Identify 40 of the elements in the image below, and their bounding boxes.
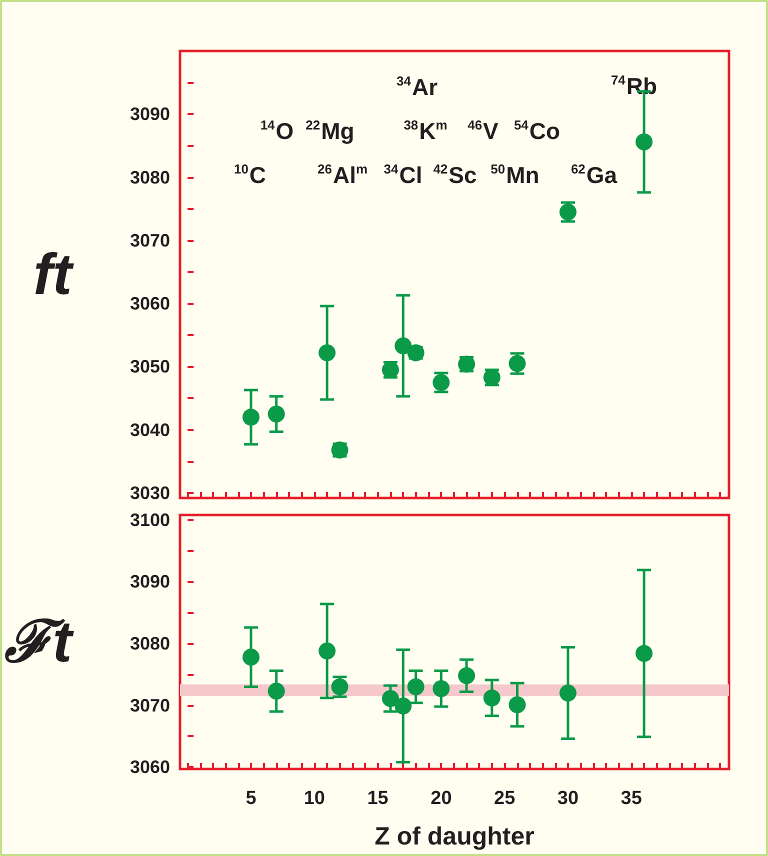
- point: [636, 133, 653, 150]
- y-tick-label: 3090: [130, 104, 170, 124]
- x-tick-label: 25: [494, 788, 516, 809]
- y-tick-label: 3090: [130, 572, 170, 592]
- x-tick-label: 5: [246, 788, 257, 809]
- x-tick-label: 20: [430, 788, 452, 809]
- y-tick-label: 3100: [130, 510, 170, 530]
- point: [268, 406, 285, 423]
- point: [407, 678, 424, 696]
- y-tick-label: 3060: [130, 757, 170, 778]
- point: [242, 408, 260, 426]
- point: [242, 648, 260, 666]
- x-tick-label: 35: [620, 788, 642, 809]
- point: [508, 355, 526, 372]
- x-tick-label: 30: [557, 788, 579, 809]
- point: [559, 684, 576, 702]
- point: [318, 344, 336, 362]
- y-tick-label: 3050: [130, 356, 170, 377]
- point: [382, 690, 399, 708]
- x-tick-label: 10: [304, 788, 325, 809]
- x-tick-label: 15: [367, 788, 389, 809]
- point: [458, 667, 476, 684]
- y-tick-label: 3030: [130, 482, 170, 503]
- point: [508, 696, 526, 714]
- point: [483, 689, 500, 706]
- point: [432, 680, 450, 698]
- y-axis-title: ft: [33, 242, 75, 307]
- point: [394, 697, 412, 714]
- y-tick-label: 3070: [130, 230, 170, 250]
- x-axis-title: Z of daughter: [374, 822, 535, 850]
- y-tick-label: 3080: [130, 634, 170, 654]
- point: [318, 642, 336, 660]
- y-tick-label: 3060: [130, 294, 170, 314]
- point: [394, 337, 412, 354]
- point: [636, 644, 653, 662]
- y-tick-label: 3040: [130, 420, 170, 440]
- y-tick-label: 3070: [130, 695, 170, 716]
- y-axis-title: ℱt: [4, 610, 75, 674]
- y-tick-label: 3080: [130, 167, 170, 188]
- point: [268, 682, 285, 700]
